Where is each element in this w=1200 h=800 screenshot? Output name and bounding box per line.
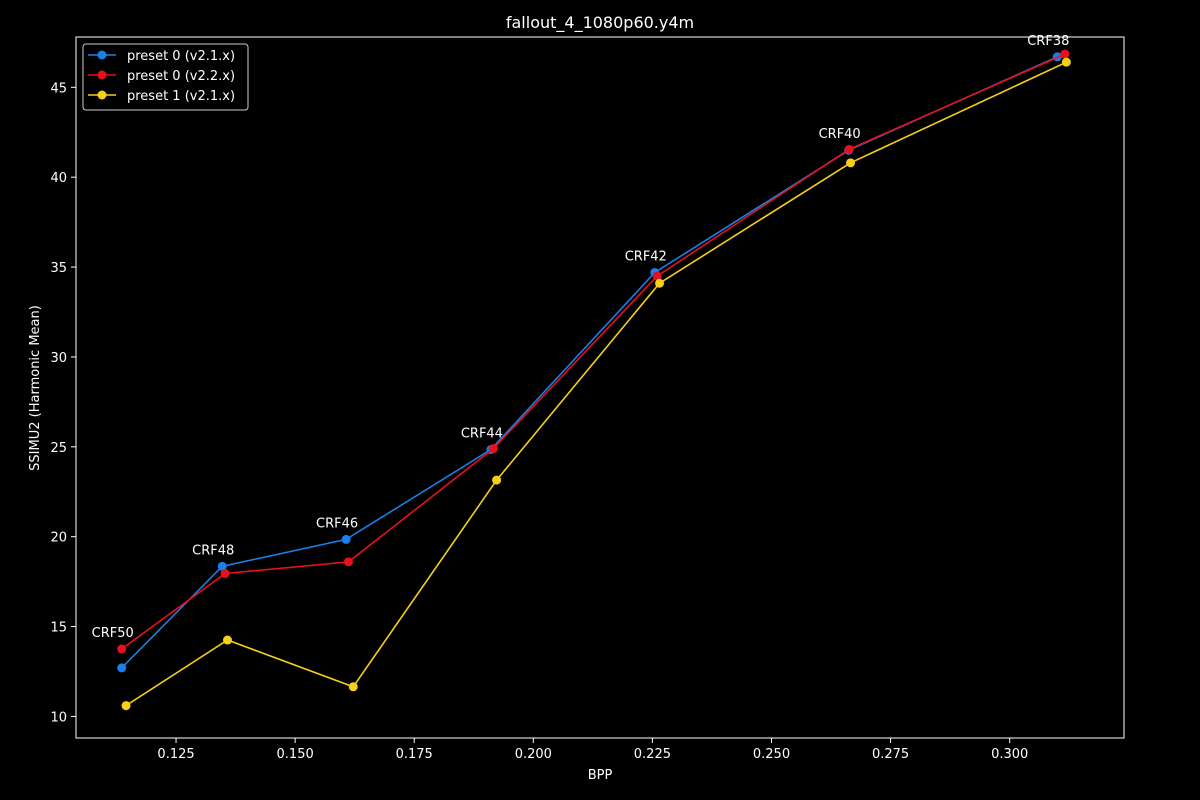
crf-annotation: CRF46 xyxy=(316,516,358,531)
x-axis: 0.125 0.150 0.175 0.200 0.225 0.250 0.275 0.300 xyxy=(157,738,1028,762)
data-point xyxy=(846,158,856,168)
data-point xyxy=(652,271,662,281)
y-axis-label: SSIMU2 (Harmonic Mean) xyxy=(28,305,43,471)
series-line xyxy=(121,53,1066,650)
y-tick-label: 20 xyxy=(50,531,67,546)
x-tick-label: 0.125 xyxy=(157,747,194,762)
data-point xyxy=(348,682,358,692)
data-point xyxy=(117,663,127,673)
x-tick-label: 0.150 xyxy=(277,747,314,762)
data-point xyxy=(222,635,232,645)
legend-item: preset 0 (v2.1.x) xyxy=(88,49,235,64)
y-tick-label: 25 xyxy=(50,441,67,456)
legend-item: preset 1 (v2.1.x) xyxy=(88,89,235,104)
y-tick-label: 40 xyxy=(50,171,67,186)
legend-label: preset 0 (v2.2.x) xyxy=(127,69,235,84)
y-tick-label: 15 xyxy=(50,621,67,636)
legend-item: preset 0 (v2.2.x) xyxy=(88,69,235,84)
data-point xyxy=(121,701,131,711)
data-point xyxy=(488,444,498,454)
data-point xyxy=(343,557,353,567)
legend-label: preset 1 (v2.1.x) xyxy=(127,89,235,104)
x-tick-label: 0.175 xyxy=(396,747,433,762)
data-point xyxy=(844,144,854,154)
chart-title: fallout_4_1080p60.y4m xyxy=(506,13,694,33)
x-tick-label: 0.275 xyxy=(872,747,909,762)
y-tick-label: 35 xyxy=(50,261,67,276)
series-layer xyxy=(117,49,1071,711)
x-tick-label: 0.250 xyxy=(753,747,790,762)
data-point xyxy=(1061,57,1071,67)
crf-annotation: CRF42 xyxy=(625,249,667,264)
data-point xyxy=(1060,49,1070,59)
x-tick-label: 0.225 xyxy=(634,747,671,762)
annotation-layer: CRF50 CRF48 CRF46 CRF44 CRF42 CRF40 CRF38 xyxy=(92,34,1070,641)
crf-annotation: CRF48 xyxy=(192,543,234,558)
x-tick-label: 0.200 xyxy=(515,747,552,762)
x-tick-label: 0.300 xyxy=(991,747,1028,762)
x-axis-label: BPP xyxy=(588,768,613,783)
legend-box xyxy=(82,43,249,111)
crf-annotation: CRF40 xyxy=(819,127,861,142)
series-line xyxy=(121,56,1058,669)
legend-swatch-marker xyxy=(97,50,107,60)
crf-annotation: CRF38 xyxy=(1027,34,1069,49)
legend: preset 0 (v2.1.x) preset 0 (v2.2.x) preset… xyxy=(82,43,249,111)
data-point xyxy=(220,569,230,579)
series-1 xyxy=(117,49,1070,654)
y-axis: 10 15 20 25 30 35 40 45 xyxy=(50,81,76,725)
data-point xyxy=(492,475,502,485)
legend-label: preset 0 (v2.1.x) xyxy=(127,49,235,64)
data-point xyxy=(655,278,665,288)
crf-annotation: CRF50 xyxy=(92,626,134,641)
series-0 xyxy=(117,52,1062,673)
series-2 xyxy=(121,57,1071,711)
y-tick-label: 10 xyxy=(50,710,67,725)
plot-frame xyxy=(75,36,1125,739)
data-point xyxy=(117,644,127,654)
legend-swatch-marker xyxy=(97,70,107,80)
data-point xyxy=(217,561,227,571)
data-point xyxy=(341,534,351,544)
y-tick-label: 30 xyxy=(50,351,67,366)
y-tick-label: 45 xyxy=(50,81,67,96)
legend-swatch-marker xyxy=(97,90,107,100)
crf-annotation: CRF44 xyxy=(461,427,503,442)
series-line xyxy=(125,61,1067,707)
